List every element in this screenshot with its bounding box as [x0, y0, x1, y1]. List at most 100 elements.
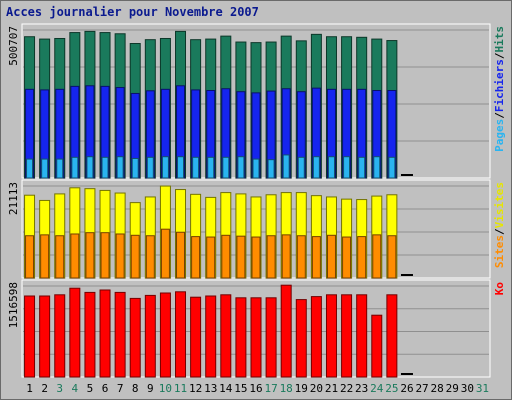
xtick-label-day-22: 22 [340, 382, 353, 395]
bar-sites-day-1 [25, 235, 35, 279]
bar-pages-day-21 [327, 156, 335, 179]
bar-ko-day-9 [144, 294, 156, 378]
bar-ko-day-24 [371, 314, 383, 378]
legend-entry-fichiers: Fichiers [493, 59, 506, 112]
legend-entry-ko: Ko [493, 282, 506, 296]
xtick-label-day-24: 24 [370, 382, 384, 395]
ytick-label-bottom: 1516598 [7, 282, 20, 328]
bar-pages-day-18 [282, 154, 290, 179]
bar-ko-day-1 [24, 295, 36, 378]
xtick-label-day-11: 11 [174, 382, 187, 395]
bar-sites-day-11 [176, 231, 186, 279]
bar-sites-day-4 [70, 233, 80, 279]
bar-ko-day-13 [205, 295, 217, 378]
bar-sites-day-20 [311, 236, 321, 279]
xtick-label-day-20: 20 [310, 382, 323, 395]
bar-ko-day-2 [39, 295, 51, 378]
xtick-label-day-14: 14 [219, 382, 233, 395]
bar-pages-day-24 [373, 156, 381, 179]
xtick-label-day-4: 4 [72, 382, 79, 395]
bar-sites-day-12 [191, 236, 201, 279]
bar-pages-day-19 [297, 156, 305, 179]
legend-separator: / [493, 228, 506, 235]
xtick-label-day-28: 28 [431, 382, 444, 395]
legend-entry-sites: Sites [493, 235, 506, 268]
bar-sites-day-18 [281, 234, 291, 279]
bar-ko-day-8 [129, 297, 141, 378]
ytick-label-top: 500707 [7, 26, 20, 66]
bar-sites-day-14 [221, 234, 231, 279]
xtick-label-day-8: 8 [132, 382, 139, 395]
empty-day-marker [400, 274, 413, 276]
bar-sites-day-6 [100, 232, 110, 279]
legend-entry-visites: Visites [493, 182, 506, 228]
bar-pages-day-8 [131, 157, 139, 179]
xtick-label-day-10: 10 [159, 382, 172, 395]
xtick-label-day-29: 29 [446, 382, 459, 395]
bar-sites-day-10 [160, 228, 170, 279]
xtick-label-day-26: 26 [400, 382, 413, 395]
empty-day-marker [400, 373, 413, 375]
bar-sites-day-3 [55, 235, 65, 279]
bar-pages-day-16 [252, 158, 260, 179]
chart-title: Acces journalier pour Novembre 2007 [6, 5, 259, 19]
bar-ko-day-16 [250, 297, 262, 378]
xtick-label-day-13: 13 [204, 382, 217, 395]
xtick-label-day-19: 19 [295, 382, 308, 395]
empty-day-marker [400, 174, 413, 176]
xtick-label-day-16: 16 [249, 382, 262, 395]
legend-entry-hits: Hits [493, 26, 506, 53]
bar-sites-day-7 [115, 233, 125, 279]
bar-ko-day-14 [220, 294, 232, 378]
ytick-label-middle: 21113 [7, 182, 20, 215]
bar-pages-day-7 [116, 156, 124, 179]
bar-pages-day-2 [41, 158, 49, 179]
legend-middle: Sites/Visites [493, 182, 506, 268]
xtick-label-day-3: 3 [56, 382, 63, 395]
bar-pages-day-1 [26, 158, 34, 179]
bar-pages-day-3 [56, 158, 64, 179]
bar-pages-day-5 [86, 156, 94, 179]
bar-pages-day-13 [207, 156, 215, 179]
legend-separator: / [493, 112, 506, 119]
bar-sites-day-9 [145, 235, 155, 279]
bar-ko-day-19 [295, 299, 307, 378]
bar-sites-day-15 [236, 235, 246, 279]
bar-ko-day-12 [190, 296, 202, 378]
bar-ko-day-25 [386, 294, 398, 378]
bar-ko-day-20 [310, 296, 322, 378]
bar-pages-day-25 [388, 156, 396, 179]
bar-sites-day-5 [85, 232, 95, 279]
xtick-label-day-18: 18 [280, 382, 293, 395]
bar-ko-day-5 [84, 291, 96, 378]
bar-sites-day-25 [387, 235, 397, 279]
bar-sites-day-16 [251, 236, 261, 279]
bar-sites-day-19 [296, 235, 306, 279]
xtick-label-day-5: 5 [87, 382, 94, 395]
xtick-label-day-17: 17 [264, 382, 277, 395]
bar-sites-day-21 [326, 234, 336, 279]
bar-sites-day-22 [342, 236, 352, 279]
bar-pages-day-6 [101, 156, 109, 179]
legend-top: Pages/Fichiers/Hits [493, 26, 506, 152]
xtick-label-day-27: 27 [415, 382, 428, 395]
bar-sites-day-17 [266, 235, 276, 279]
xtick-label-day-23: 23 [355, 382, 368, 395]
bar-pages-day-17 [267, 159, 275, 179]
xtick-label-day-15: 15 [234, 382, 247, 395]
bar-pages-day-15 [237, 156, 245, 179]
xtick-label-day-30: 30 [461, 382, 474, 395]
xtick-label-day-9: 9 [147, 382, 154, 395]
bar-sites-day-8 [130, 234, 140, 279]
bar-sites-day-23 [357, 236, 367, 279]
bar-ko-day-21 [325, 294, 337, 378]
xtick-label-day-7: 7 [117, 382, 124, 395]
bar-ko-day-4 [69, 287, 81, 378]
bar-ko-day-7 [114, 291, 126, 378]
bar-sites-day-13 [206, 236, 216, 279]
bar-pages-day-9 [146, 156, 154, 179]
bar-pages-day-10 [161, 156, 169, 179]
bar-sites-day-24 [372, 234, 382, 279]
bar-ko-day-10 [159, 292, 171, 378]
